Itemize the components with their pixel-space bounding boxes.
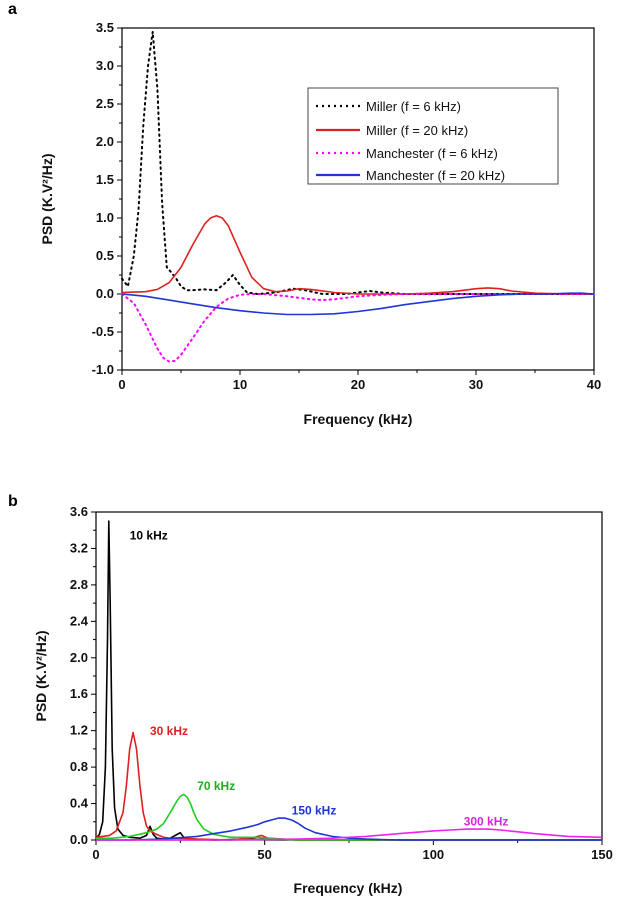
panel-b-plot-frame: [95, 511, 603, 841]
panel-b-y-tick-label: 3.6: [70, 504, 88, 519]
panel-b-annotation-70-khz: 70 kHz: [197, 779, 235, 793]
panel-a-x-axis-title: Frequency (kHz): [304, 411, 413, 427]
panel-b-annotation-300-khz: 300 kHz: [464, 814, 509, 828]
panel-a-series-manchester-f-6-khz: [121, 293, 595, 363]
panel-a-x-tick-label: 40: [587, 377, 601, 392]
panel-a-y-tick-label: -1.0: [92, 362, 114, 377]
panel-a-plot-frame: [121, 27, 595, 371]
panel-b-x-tick-label: 50: [257, 847, 271, 862]
panel-b-series-10-khz: [95, 520, 602, 841]
panel-a-y-tick-label: 1.0: [96, 210, 114, 225]
panel-a-series: [121, 30, 595, 363]
panel-b-x-tick-label: 150: [591, 847, 613, 862]
panel-a-ticks: -1.0 -0.5 0.0 0.5 1.0 1.5 2.0 2.5 3.0 3.5 0 10 20 30 4…: [92, 20, 602, 392]
panel-b-annotation-30-khz: 30 kHz: [150, 724, 188, 738]
panel-a-y-tick-label: 0.5: [96, 248, 114, 263]
panel-a-x-tick-label: 10: [233, 377, 247, 392]
panel-a-y-tick-label: -0.5: [92, 324, 114, 339]
panel-a-series-miller-f-20-khz: [121, 214, 594, 295]
panel-b-ticks: 0.0 0.4 0.8 1.2 1.6 2.0 2.4 2.8 3.2 3.6 0 50 100 150: [70, 504, 613, 862]
panel-a-y-axis-title: PSD (K.V²/Hz): [39, 154, 55, 245]
panel-b-x-tick-label: 0: [92, 847, 99, 862]
panel-a-y-tick-label: 0.0: [96, 286, 114, 301]
panel-b-y-axis-title: PSD (K.V²/Hz): [33, 631, 49, 722]
panel-b-series-30-khz: [95, 731, 602, 841]
panel-b-y-tick-label: 2.8: [70, 577, 88, 592]
panel-b-y-tick-label: 0.8: [70, 759, 88, 774]
legend-label-miller-6: Miller (f = 6 kHz): [366, 99, 461, 114]
panel-a-y-tick-label: 3.0: [96, 58, 114, 73]
legend-label-miller-20: Miller (f = 20 kHz): [366, 123, 468, 138]
panel-b-y-tick-label: 2.4: [70, 613, 89, 628]
panel-b: b 0.0 0.4 0.8 1.2 1.6 2.0 2.4 2.8 3.2 3.6 0 50 100 15…: [8, 493, 613, 896]
panel-b-annotation-10-khz: 10 kHz: [130, 528, 168, 542]
panel-a-x-tick-label: 20: [351, 377, 365, 392]
panel-b-y-tick-label: 1.6: [70, 686, 88, 701]
panel-b-y-tick-label: 2.0: [70, 650, 88, 665]
panel-a-x-tick-label: 0: [118, 377, 125, 392]
panel-b-letter: b: [8, 493, 18, 510]
panel-b-series-70-khz: [96, 793, 602, 841]
legend-label-manchester-20: Manchester (f = 20 kHz): [366, 168, 505, 183]
panel-b-x-tick-label: 100: [422, 847, 444, 862]
panel-b-y-tick-label: 0.0: [70, 832, 88, 847]
panel-b-x-axis-title: Frequency (kHz): [294, 880, 403, 896]
panel-a-x-tick-label: 30: [469, 377, 483, 392]
panel-a-legend-box: [307, 87, 559, 185]
panel-a-y-tick-label: 1.5: [96, 172, 114, 187]
panel-b-annotations: 10 kHz 30 kHz 70 kHz 150 kHz 300 kHz: [130, 528, 509, 828]
panel-b-y-tick-label: 3.2: [70, 540, 88, 555]
panel-b-series-300-khz: [96, 828, 603, 841]
panel-a-y-tick-label: 2.0: [96, 134, 114, 149]
panel-a-letter: a: [8, 1, 17, 18]
panel-b-y-tick-label: 0.4: [70, 796, 89, 811]
panel-b-series: [95, 520, 603, 841]
panel-b-y-tick-label: 1.2: [70, 723, 88, 738]
panel-b-annotation-150-khz: 150 kHz: [292, 803, 337, 817]
panel-a-series-manchester-f-20-khz: [121, 292, 595, 316]
panel-a-series-miller-f-6-khz: [121, 30, 595, 295]
panel-a-legend: Miller (f = 6 kHz) Miller (f = 20 kHz) M…: [307, 87, 559, 185]
panel-a: a -1.0 -0.5 0.0 0.5 1.0 1.5 2.0 2.5 3.0 3.5 0 10 20 3…: [8, 1, 601, 427]
panel-a-y-tick-label: 3.5: [96, 20, 114, 35]
panel-a-y-tick-label: 2.5: [96, 96, 114, 111]
legend-label-manchester-6: Manchester (f = 6 kHz): [366, 146, 498, 161]
